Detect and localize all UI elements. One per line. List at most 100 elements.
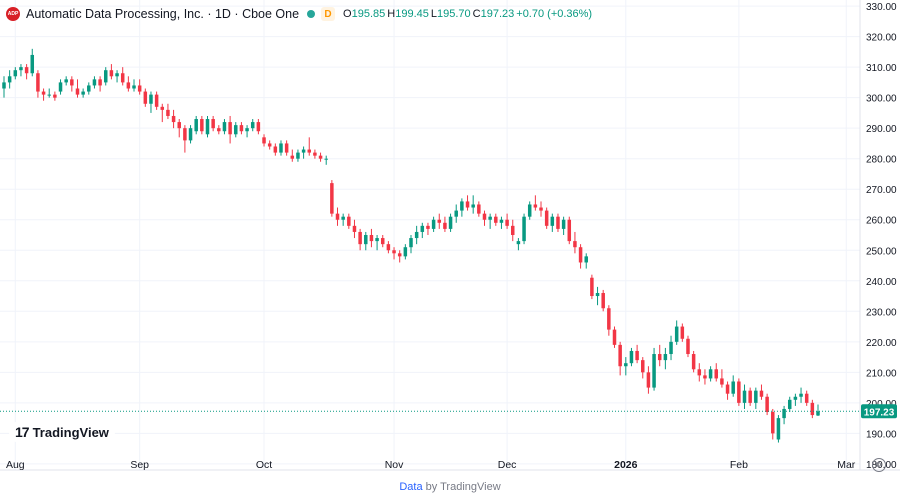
candle — [516, 238, 521, 251]
candle-body — [262, 137, 266, 144]
price-axis[interactable]: 180.00190.00200.00210.00220.00230.00240.… — [866, 2, 897, 471]
candle — [200, 115, 204, 135]
time-tick-label: Feb — [730, 459, 748, 471]
candle — [335, 207, 340, 226]
tradingview-watermark[interactable]: 17 TradingView — [9, 421, 115, 443]
candle-body — [731, 381, 735, 394]
candle — [115, 70, 119, 83]
candle — [810, 399, 815, 419]
candle — [448, 213, 453, 232]
candle-body — [522, 216, 526, 242]
candle-body — [759, 390, 764, 397]
candle-body — [341, 216, 345, 220]
price-tick-label: 320.00 — [866, 33, 897, 44]
candle-body — [720, 378, 724, 385]
candle-body — [205, 119, 210, 135]
candle — [595, 286, 600, 306]
candle — [369, 228, 374, 248]
time-axis[interactable]: AugSepOctNovDec2026FebMarAprMay — [6, 459, 900, 471]
separator-dot: · — [203, 7, 215, 21]
candle — [771, 408, 775, 440]
candle — [465, 195, 470, 211]
candle-body — [494, 216, 498, 223]
candle — [87, 82, 91, 95]
candle-body — [437, 219, 442, 223]
candle — [403, 244, 408, 260]
candle-body — [680, 326, 685, 339]
candle — [601, 289, 605, 312]
candle-body — [703, 375, 707, 379]
time-tick-label: Oct — [256, 459, 272, 471]
ohlc-close: C197.23 — [472, 8, 515, 20]
ohlc-high: H199.45 — [387, 8, 429, 20]
candle — [375, 235, 379, 251]
candle-body — [103, 70, 108, 83]
candle — [669, 335, 673, 361]
candle — [431, 216, 436, 232]
interval-label[interactable]: 1D — [214, 7, 231, 21]
candle — [347, 213, 351, 229]
data-link[interactable]: Data — [399, 481, 423, 493]
candle — [98, 76, 102, 92]
candle-body — [115, 73, 119, 77]
candle-body — [550, 216, 555, 226]
price-tick-label: 190.00 — [866, 429, 897, 440]
candle — [556, 213, 560, 232]
candle — [24, 64, 29, 80]
candle-body — [765, 396, 769, 413]
candle-body — [160, 106, 165, 110]
candle-body — [561, 219, 566, 229]
candle — [612, 326, 617, 348]
candle-body — [431, 219, 436, 229]
candle-body — [482, 213, 487, 220]
candle — [177, 119, 181, 138]
candle — [494, 213, 498, 226]
candle — [759, 384, 764, 400]
candle-body — [454, 210, 458, 217]
delayed-badge[interactable]: D — [321, 7, 336, 21]
price-tick-label: 300.00 — [866, 94, 897, 105]
candle-body — [64, 79, 68, 83]
candle — [657, 344, 662, 367]
candle — [160, 103, 165, 123]
candle — [267, 140, 272, 150]
candle-body — [250, 122, 255, 129]
candle-body — [641, 360, 645, 373]
candle-body — [41, 91, 46, 95]
candle-body — [267, 143, 272, 147]
candle — [301, 146, 306, 159]
gear-icon[interactable] — [872, 458, 886, 472]
ohlc-open: O195.85 — [343, 8, 386, 20]
attribution-text: by TradingView — [425, 481, 501, 493]
candle — [313, 149, 317, 159]
candle-body — [307, 149, 312, 153]
candle — [92, 76, 97, 89]
price-tick-label: 220.00 — [866, 338, 897, 349]
candle — [392, 247, 396, 260]
symbol-name[interactable]: Automatic Data Processing, Inc. — [26, 7, 204, 21]
candle-body — [697, 369, 702, 376]
candle-body — [188, 128, 193, 141]
candle-body — [200, 119, 204, 132]
candle — [217, 125, 221, 135]
candle — [799, 387, 803, 403]
candle-body — [737, 381, 741, 403]
candle-body — [256, 122, 261, 132]
candle — [725, 381, 730, 400]
candle-body — [409, 238, 413, 248]
candle-body — [290, 155, 295, 159]
candle-body — [420, 225, 425, 232]
candle — [137, 79, 142, 95]
adp-logo-icon: ADP — [6, 7, 20, 21]
candle-body — [601, 292, 605, 309]
candle — [499, 216, 504, 229]
candlestick-series — [2, 48, 820, 443]
candle — [211, 115, 215, 132]
candle — [646, 366, 651, 394]
candle-body — [296, 152, 300, 159]
candle-body — [98, 79, 102, 86]
candle — [13, 67, 18, 80]
candle — [703, 369, 707, 385]
candle — [776, 415, 781, 443]
